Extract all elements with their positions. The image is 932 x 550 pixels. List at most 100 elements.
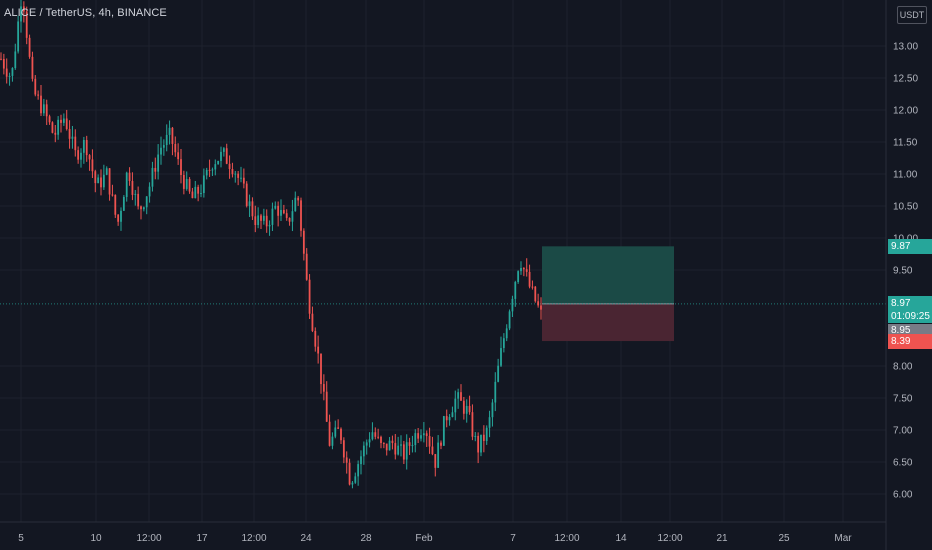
candle-body: [488, 417, 491, 428]
candle-body: [425, 433, 428, 437]
candle-body: [185, 179, 188, 189]
candle-body: [260, 215, 262, 221]
candle-body: [440, 442, 442, 446]
price-tick-label: 11.00: [893, 170, 918, 181]
candle-body: [368, 439, 371, 443]
candle-body: [360, 456, 362, 465]
candles: [0, 0, 542, 489]
candle-body: [405, 442, 408, 460]
candle-body: [217, 160, 220, 165]
candle-body: [271, 208, 274, 225]
bar-countdown-tag: 01:09:25: [888, 309, 932, 323]
candle-body: [234, 173, 237, 175]
candle-body: [505, 328, 508, 339]
candle-body: [522, 268, 525, 270]
candle-body: [148, 186, 151, 197]
candle-body: [334, 427, 337, 437]
candle-body: [531, 286, 534, 288]
candle-body: [348, 462, 351, 485]
candle-body: [297, 197, 300, 201]
time-tick-label: 21: [716, 533, 728, 544]
price-tick-label: 9.50: [893, 266, 913, 277]
candle-body: [397, 445, 400, 455]
candle-body: [200, 193, 202, 195]
candle-body: [240, 177, 242, 179]
time-tick-label: 12:00: [241, 533, 266, 544]
time-tick-label: Feb: [415, 533, 433, 544]
candle-body: [5, 68, 8, 77]
price-tick-label: 6.00: [893, 490, 913, 501]
candle-body: [385, 443, 388, 451]
candle-body: [254, 216, 257, 226]
candle-body: [57, 119, 60, 135]
candle-body: [125, 172, 128, 197]
time-tick-label: 12:00: [554, 533, 579, 544]
candle-body: [457, 392, 460, 399]
candle-body: [20, 6, 22, 22]
candle-body: [374, 432, 377, 437]
candle-body: [300, 200, 302, 231]
candle-body: [351, 482, 354, 485]
candle-body: [177, 152, 180, 160]
candle-body: [60, 119, 62, 123]
candle-body: [460, 392, 462, 401]
time-tick-label: 12:00: [657, 533, 682, 544]
candle-body: [131, 181, 134, 195]
candle-body: [51, 122, 54, 133]
candle-body: [91, 159, 94, 172]
candle-body: [482, 434, 485, 441]
candle-body: [11, 68, 14, 76]
candle-body: [465, 405, 468, 414]
candle-body: [328, 421, 331, 446]
candle-body: [105, 168, 108, 175]
candle-body: [394, 443, 397, 455]
candle-body: [191, 191, 194, 199]
risk-reward-tool[interactable]: [542, 246, 674, 342]
price-tick-label: 13.00: [893, 42, 918, 53]
candle-body: [282, 209, 285, 214]
candle-body: [420, 435, 422, 439]
candle-body: [414, 433, 417, 446]
stop-zone[interactable]: [542, 303, 674, 342]
price-tick-label: 10.50: [893, 202, 918, 213]
candle-body: [102, 174, 105, 188]
candle-body: [228, 163, 231, 169]
price-tick-label: 11.50: [893, 138, 918, 149]
candle-body: [362, 445, 365, 457]
candle-body: [428, 436, 431, 447]
price-tick-label: 12.00: [893, 106, 918, 117]
candle-body: [302, 230, 305, 254]
price-axis[interactable]: 13.0012.5012.0011.5011.0010.5010.009.508…: [893, 42, 918, 501]
candle-body: [14, 51, 17, 69]
candle-body: [477, 435, 480, 453]
candle-body: [214, 164, 217, 170]
candle-body: [182, 175, 185, 189]
time-axis[interactable]: 5 10 12:00 17 12:00 24 28 Feb 7 12:00 14 12:00 21 25 M…: [18, 533, 852, 544]
candle-body: [442, 416, 445, 446]
candle-body: [340, 428, 342, 441]
candle-body: [25, 11, 28, 38]
candle-body: [308, 279, 311, 314]
candle-body: [34, 78, 37, 95]
candle-body: [71, 136, 74, 139]
currency-unit-badge[interactable]: USDT: [897, 6, 927, 24]
candle-body: [317, 346, 320, 354]
candle-body: [525, 269, 528, 272]
candle-body: [8, 75, 11, 77]
candle-body: [380, 436, 382, 443]
time-tick-label: 17: [196, 533, 208, 544]
candle-body: [100, 177, 102, 188]
time-tick-label: 28: [360, 533, 372, 544]
candle-body: [294, 197, 297, 212]
candle-body: [165, 134, 168, 146]
candle-body: [80, 152, 82, 160]
time-tick-label: 14: [615, 533, 627, 544]
target-zone[interactable]: [542, 246, 674, 304]
symbol-title[interactable]: ALICE / TetherUS, 4h, BINANCE: [4, 7, 167, 19]
candle-body: [288, 217, 291, 222]
candle-body: [377, 436, 380, 438]
candle-body: [128, 172, 131, 182]
candle-body: [534, 286, 537, 302]
